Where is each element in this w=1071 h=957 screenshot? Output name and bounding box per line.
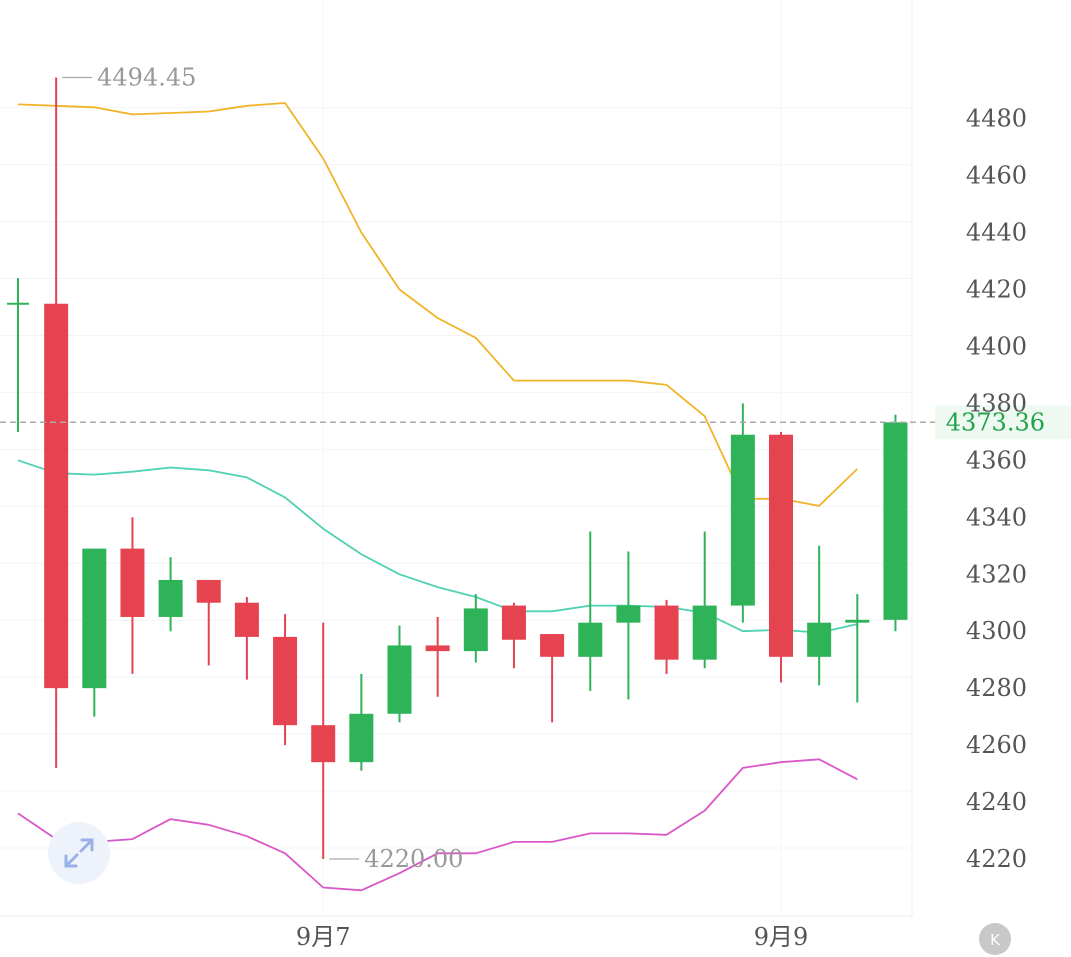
y-tick-label: 4220 bbox=[966, 845, 1027, 873]
candle-body bbox=[692, 605, 717, 660]
y-tick-label: 4340 bbox=[966, 503, 1027, 531]
lower-band-line bbox=[17, 758, 858, 892]
upper-band-line bbox=[17, 102, 858, 507]
x-tick-label: 9月9 bbox=[754, 923, 809, 951]
candle bbox=[196, 579, 221, 666]
chart-controls: K bbox=[48, 822, 1011, 955]
candle-body bbox=[387, 645, 412, 714]
candle-body bbox=[730, 434, 755, 606]
candle bbox=[501, 602, 526, 669]
candle-body bbox=[654, 605, 679, 660]
low-price-label: 4220.00 bbox=[364, 845, 463, 873]
candle-body bbox=[616, 605, 641, 623]
candles bbox=[7, 77, 908, 859]
x-tick-label: 9月7 bbox=[296, 923, 351, 951]
candle-body bbox=[463, 608, 488, 652]
expand-icon bbox=[64, 838, 94, 868]
y-tick-label: 4320 bbox=[966, 560, 1027, 588]
candle bbox=[311, 622, 336, 859]
current-price-label: 4373.36 bbox=[946, 408, 1045, 436]
candle bbox=[883, 414, 908, 632]
candle bbox=[387, 625, 412, 723]
bollinger-bands bbox=[17, 102, 858, 892]
candle bbox=[234, 597, 259, 680]
candle-body bbox=[425, 645, 450, 652]
candle bbox=[158, 557, 183, 632]
candle-body bbox=[501, 605, 526, 640]
candle bbox=[730, 403, 755, 623]
y-axis: 4220 4240 4260 4280 4300 4320 4340 4360 4380 4400… bbox=[966, 105, 1027, 873]
y-tick-label: 4300 bbox=[966, 617, 1027, 645]
y-tick-label: 4260 bbox=[966, 731, 1027, 759]
y-tick-label: 4420 bbox=[966, 276, 1027, 304]
candle-body bbox=[349, 713, 374, 763]
candle bbox=[845, 594, 870, 703]
candle-body bbox=[120, 548, 145, 617]
candle-body bbox=[44, 303, 69, 689]
candle bbox=[273, 614, 298, 746]
y-tick-label: 4240 bbox=[966, 788, 1027, 816]
candle-body bbox=[578, 622, 603, 657]
annotations: 4373.36 4494.45 4220.00 bbox=[0, 64, 1071, 873]
candle bbox=[120, 517, 145, 674]
y-tick-label: 4480 bbox=[966, 105, 1027, 133]
candle-body bbox=[311, 725, 336, 763]
candle bbox=[616, 551, 641, 700]
expand-chart-button[interactable] bbox=[48, 822, 110, 884]
candle-body bbox=[883, 422, 908, 620]
y-tick-label: 4380 bbox=[966, 389, 1027, 417]
y-tick-label: 4400 bbox=[966, 332, 1027, 360]
y-tick-label: 4360 bbox=[966, 446, 1027, 474]
candle-body bbox=[7, 302, 29, 305]
y-tick-label: 4280 bbox=[966, 674, 1027, 702]
candle-body bbox=[540, 634, 565, 657]
candle bbox=[578, 531, 603, 691]
y-tick-label: 4460 bbox=[966, 162, 1027, 190]
candle-body bbox=[234, 602, 259, 637]
y-tick-label: 4440 bbox=[966, 219, 1027, 247]
candle bbox=[82, 548, 107, 717]
candle-body bbox=[273, 636, 298, 726]
middle-band-line bbox=[17, 459, 858, 634]
high-price-label: 4494.45 bbox=[97, 64, 196, 92]
candle-body bbox=[196, 579, 221, 603]
kline-menu-button[interactable]: K bbox=[979, 923, 1011, 955]
candle bbox=[654, 599, 679, 674]
candle bbox=[425, 616, 450, 697]
candle-body bbox=[158, 579, 183, 617]
candle-body bbox=[845, 619, 870, 623]
candle bbox=[692, 531, 717, 669]
candle bbox=[540, 634, 565, 723]
candle bbox=[349, 673, 374, 771]
candle bbox=[7, 278, 29, 432]
candle-body bbox=[769, 434, 793, 657]
candle bbox=[807, 545, 832, 686]
current-price-box bbox=[935, 405, 1071, 440]
candle-body bbox=[82, 548, 107, 689]
candle bbox=[44, 77, 69, 768]
candle bbox=[769, 431, 793, 683]
x-axis: 9月7 9月9 bbox=[296, 923, 808, 951]
candle-body bbox=[807, 622, 832, 657]
candle bbox=[463, 594, 488, 663]
kline-icon: K bbox=[990, 931, 1001, 949]
